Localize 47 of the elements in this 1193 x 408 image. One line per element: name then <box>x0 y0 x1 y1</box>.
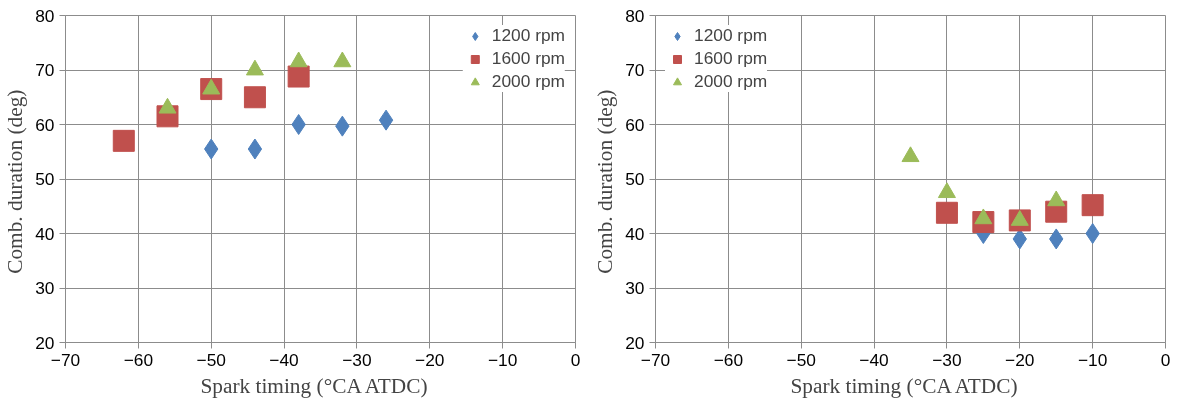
legend-label: 1600 rpm <box>694 48 768 69</box>
y-tick-label: 80 <box>625 5 645 26</box>
x-tick-label: 0 <box>570 349 581 370</box>
y-tick-label: 70 <box>35 60 55 80</box>
point <box>112 129 135 152</box>
point <box>202 78 221 95</box>
x-tick-label: −30 <box>932 349 962 370</box>
x-tick-label: −40 <box>269 349 299 370</box>
point <box>289 51 308 68</box>
y-tick-label: 40 <box>35 223 55 244</box>
y-tick-label: 50 <box>35 169 55 189</box>
point <box>378 109 394 131</box>
point <box>291 114 306 135</box>
y-tick-label: 70 <box>625 60 645 80</box>
x-tick-label: −20 <box>415 349 445 370</box>
legend-label: 1200 rpm <box>694 25 768 46</box>
x-tick-label: −10 <box>487 349 518 370</box>
x-tick-label: −20 <box>1005 349 1035 370</box>
y-axis-title: Comb. duration (deg) <box>593 89 618 274</box>
x-tick-label: −50 <box>786 349 816 370</box>
y-tick-label: 30 <box>625 278 645 298</box>
legend-label: 1600 rpm <box>491 48 565 69</box>
legend-label: 2000 rpm <box>694 71 768 92</box>
x-tick-label: −40 <box>859 349 889 370</box>
point <box>243 86 266 109</box>
legend-label: 1200 rpm <box>491 25 565 46</box>
x-axis-title: Spark timing (°CA ATDC) <box>200 373 428 398</box>
y-tick-label: 80 <box>35 5 55 26</box>
point <box>287 65 310 88</box>
y-tick-label: 30 <box>35 278 55 298</box>
x-axis-title: Spark timing (°CA ATDC) <box>790 373 1018 398</box>
point <box>158 97 177 114</box>
x-tick-label: −50 <box>196 349 226 370</box>
legend-label: 2000 rpm <box>491 71 565 92</box>
x-tick-label: −30 <box>342 349 372 370</box>
x-tick-label: −60 <box>713 349 744 370</box>
point <box>333 51 352 68</box>
point <box>245 59 264 76</box>
point <box>247 138 263 160</box>
x-tick-label: 0 <box>1160 349 1171 370</box>
y-axis-title: Comb. duration (deg) <box>3 89 28 274</box>
y-tick-label: 50 <box>625 169 645 189</box>
x-tick-label: −10 <box>1077 349 1108 370</box>
y-tick-label: 40 <box>625 223 645 244</box>
y-tick-label: 60 <box>625 114 645 135</box>
x-tick-label: −60 <box>123 349 154 370</box>
y-tick-label: 60 <box>35 114 55 135</box>
